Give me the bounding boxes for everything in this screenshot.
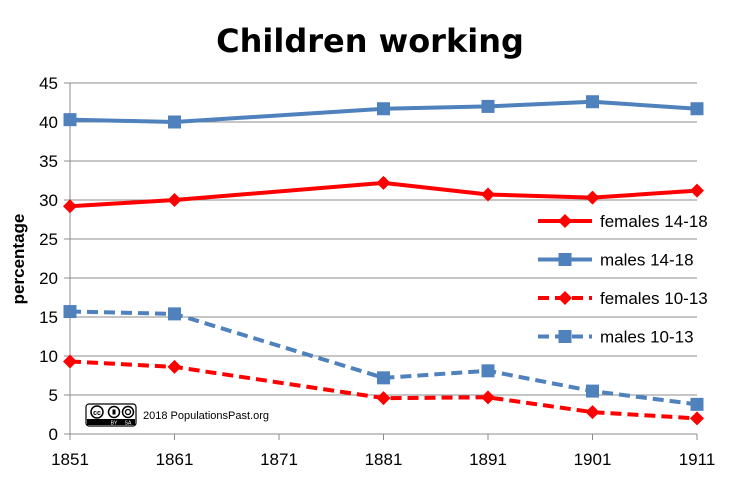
point-males-14-18-1881	[377, 102, 390, 116]
cc-icon	[90, 405, 104, 419]
legend: females 14-18 males 14-18 females 10-13 mal…	[538, 212, 708, 347]
y-tick-label-15: 15	[39, 308, 58, 327]
point-males-14-18-1901	[586, 95, 599, 109]
x-tick-label-1891: 1891	[469, 450, 507, 469]
license-label-sa: SA	[125, 421, 132, 427]
series-line-females-14-18	[69, 180, 698, 209]
x-tick-label-1851: 1851	[51, 450, 89, 469]
legend-marker-males-14-18	[558, 253, 572, 266]
gridlines	[70, 82, 697, 396]
series-males-14-18	[63, 95, 704, 129]
point-males-14-18-1851	[63, 113, 77, 127]
y-tick-label-30: 30	[39, 191, 58, 210]
point-males-10-13-1881	[377, 371, 390, 385]
series-females-10-13	[63, 354, 704, 426]
x-tick-label-1901: 1901	[574, 450, 612, 469]
point-males-10-13-1851	[63, 305, 77, 319]
point-females-14-18-1891	[481, 187, 495, 202]
y-axis-label: percentage	[9, 214, 28, 305]
point-females-10-13-1891	[481, 390, 495, 405]
point-females-10-13-1911	[690, 411, 704, 426]
series-females-14-18	[63, 175, 704, 214]
y-tick-label-10: 10	[39, 347, 58, 366]
x-tick-label-1871: 1871	[260, 450, 298, 469]
legend-marker-females-10-13	[558, 291, 572, 305]
y-tick-label-35: 35	[39, 152, 58, 171]
chart-title: Children working	[216, 22, 524, 60]
legend-marker-males-10-13	[558, 330, 572, 343]
point-males-14-18-1891	[481, 99, 495, 113]
series-line-females-10-13	[69, 359, 698, 421]
legend-label-females-10-13: females 10-13	[600, 289, 708, 308]
point-males-10-13-1901	[586, 384, 599, 398]
series-line-males-10-13	[69, 309, 698, 407]
point-females-10-13-1901	[585, 405, 600, 420]
legend-marker-females-14-18	[558, 214, 572, 228]
license-label-by: BY	[111, 421, 118, 427]
point-males-10-13-1911	[690, 397, 704, 411]
point-males-14-18-1911	[690, 102, 704, 116]
x-tick-label-1861: 1861	[156, 450, 194, 469]
point-females-14-18-1911	[690, 183, 704, 198]
y-tick-label-45: 45	[39, 74, 58, 93]
point-females-14-18-1851	[63, 199, 77, 214]
cc-icon-glyph: cc	[93, 410, 101, 417]
attribution-icon-figure	[112, 409, 116, 415]
y-tick-label-5: 5	[49, 386, 58, 405]
x-tick-label-1911: 1911	[679, 450, 716, 469]
y-tick-label-0: 0	[49, 425, 58, 444]
series-line-males-14-18	[69, 99, 698, 124]
share-alike-icon-arc	[124, 408, 132, 416]
point-males-14-18-1861	[168, 115, 181, 129]
point-males-10-13-1861	[168, 307, 181, 321]
point-females-14-18-1861	[167, 193, 182, 207]
credit-text: 2018 PopulationsPast.org	[143, 410, 269, 422]
y-tick-label-20: 20	[39, 269, 58, 288]
legend-label-females-14-18: females 14-18	[600, 212, 708, 231]
point-males-10-13-1891	[481, 364, 495, 378]
axes: 0 5 10 15 20 25 30 35 40 45 1851 1861 1871 1881 1891 19…	[39, 74, 715, 469]
series-layer	[63, 95, 704, 426]
y-tick-label-40: 40	[39, 113, 58, 132]
point-females-10-13-1861	[167, 359, 182, 374]
license-label-strip	[87, 419, 135, 425]
y-tick-label-25: 25	[39, 230, 58, 249]
series-males-10-13	[63, 305, 704, 411]
credit-box: cc BY SA 2018 PopulationsPast.org	[85, 403, 269, 427]
legend-label-males-10-13: males 10-13	[600, 328, 694, 347]
x-tick-label-1881: 1881	[365, 450, 403, 469]
share-alike-icon	[121, 405, 135, 419]
point-females-10-13-1881	[376, 391, 391, 406]
point-females-10-13-1851	[63, 354, 77, 369]
point-females-14-18-1901	[585, 190, 600, 205]
legend-label-males-14-18: males 14-18	[600, 251, 694, 270]
point-females-14-18-1881	[376, 175, 391, 190]
